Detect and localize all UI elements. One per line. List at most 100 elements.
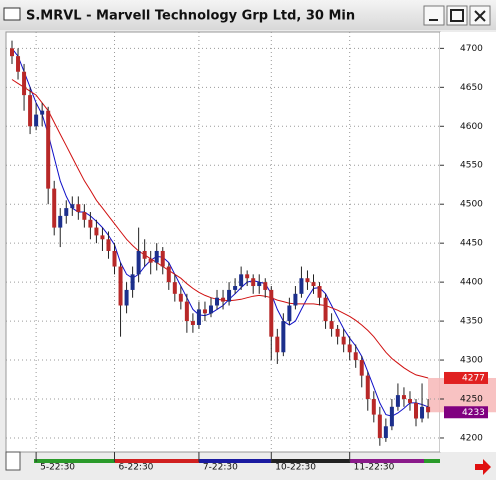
y-tick-label: 4400	[460, 278, 483, 288]
y-tick-label: 4600	[460, 122, 483, 132]
candle-body	[154, 250, 159, 263]
session-band	[34, 459, 115, 463]
candle-body	[142, 250, 147, 259]
candle-body	[323, 297, 328, 322]
candle-body	[88, 219, 93, 228]
y-tick-label: 4550	[460, 161, 483, 171]
candle-body	[196, 309, 201, 325]
candle-body	[239, 274, 244, 287]
candle-body	[34, 114, 39, 127]
candle-body	[426, 406, 431, 413]
candle-body	[118, 266, 123, 306]
candle-body	[64, 208, 69, 216]
candle-body	[28, 95, 33, 127]
candle-body	[341, 336, 346, 345]
indicator-line	[11, 79, 429, 379]
y-tick-label: 4500	[460, 200, 483, 210]
app-icon	[3, 7, 21, 21]
scroll-arrow[interactable]	[475, 459, 491, 475]
candle-body	[130, 274, 135, 290]
candle-body	[10, 48, 14, 57]
candle-body	[160, 250, 165, 267]
candle-body	[40, 110, 45, 115]
candle-body	[58, 215, 63, 228]
candle-body	[383, 426, 388, 438]
candle-body	[221, 297, 226, 302]
price-tag	[444, 406, 488, 419]
y-tick-label: 4650	[460, 83, 483, 93]
candle-body	[178, 293, 183, 302]
candle-body	[257, 282, 262, 287]
candle-body	[94, 227, 99, 236]
x-tick-label: 5-22:30	[40, 463, 75, 473]
candle-body	[365, 375, 370, 400]
candle-body	[329, 321, 334, 329]
candle-body	[148, 258, 153, 263]
candle-body	[269, 289, 274, 337]
candle-body	[52, 188, 57, 228]
title-bar	[0, 0, 496, 30]
candle-body	[16, 56, 21, 72]
candle-body	[305, 278, 310, 283]
x-tick-label: 7-22:30	[203, 463, 238, 473]
candle-body	[166, 266, 171, 283]
candle-body	[251, 278, 256, 287]
y-tick-label: 4700	[460, 44, 483, 54]
price-tag	[444, 371, 488, 384]
candle-body	[70, 204, 75, 209]
window-title: S.MRVL - Marvell Technology Grp Ltd, 30 …	[26, 9, 355, 24]
candle-body	[275, 336, 280, 353]
indicator-line	[11, 48, 429, 417]
corner-box	[5, 451, 21, 471]
y-tick-label: 4200	[460, 433, 483, 443]
candle-body	[172, 282, 177, 294]
candle-body	[82, 212, 87, 220]
candle-body	[281, 321, 286, 353]
candle-body	[414, 402, 419, 419]
candle-body	[245, 274, 250, 279]
candle-body	[190, 321, 195, 325]
candle-body	[233, 286, 238, 290]
candle-body	[293, 293, 298, 306]
candle-body	[208, 305, 213, 314]
y-tick-label: 4350	[460, 317, 483, 327]
candle-body	[22, 71, 27, 96]
candle-body	[299, 278, 304, 294]
session-band	[424, 459, 440, 463]
candle-body	[401, 395, 406, 400]
x-tick-label: 11-22:30	[354, 463, 395, 473]
price-tag-label: 4233	[462, 408, 485, 418]
candle-body	[371, 399, 376, 415]
candle-body	[100, 235, 105, 240]
candle-body	[215, 297, 220, 306]
candle-body	[112, 250, 117, 267]
candle-body	[263, 282, 268, 290]
candle-body	[359, 360, 364, 376]
candle-body	[420, 406, 425, 419]
session-band	[115, 459, 199, 463]
candle-body	[347, 344, 352, 353]
candle-body	[124, 289, 129, 306]
maximize-icon	[450, 9, 464, 22]
candle-body	[46, 110, 51, 189]
candle-body	[76, 204, 81, 212]
session-band	[271, 459, 350, 463]
candle-body	[377, 414, 382, 438]
candle-body	[389, 406, 394, 427]
minimize-button[interactable]	[423, 5, 445, 26]
session-band	[350, 459, 424, 463]
candle-body	[202, 309, 207, 314]
x-tick-label: 6-22:30	[119, 463, 154, 473]
candle-body	[311, 282, 316, 287]
candle-body	[407, 399, 412, 403]
close-icon	[474, 10, 486, 22]
price-tag-label: 4277	[462, 373, 485, 383]
x-tick-label: 10-22:30	[275, 463, 316, 473]
candle-body	[317, 286, 322, 298]
y-tick-label: 4250	[460, 395, 483, 405]
candle-body	[184, 301, 189, 322]
y-tick-label: 4300	[460, 356, 483, 366]
y-tick-label: 4450	[460, 239, 483, 249]
session-band	[199, 459, 271, 463]
